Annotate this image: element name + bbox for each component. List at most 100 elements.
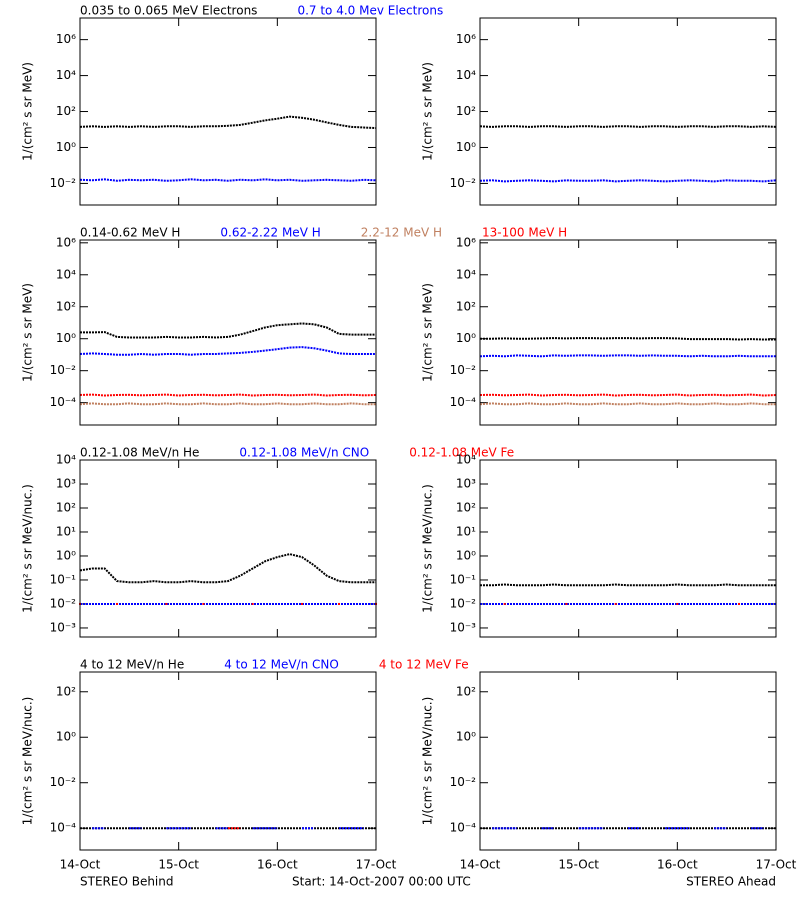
data-line: [79, 115, 377, 130]
plot-frame: [479, 459, 777, 638]
legend-entry: 4 to 12 MeV Fe: [379, 658, 469, 672]
plot-frame: [479, 239, 777, 426]
y-tick-label: 10⁻²: [450, 363, 477, 377]
y-axis-label: 1/(cm² s sr MeV/nuc.): [21, 484, 35, 613]
y-tick-label: 10⁻²: [50, 596, 77, 610]
y-tick-label: 10⁴: [456, 267, 476, 281]
legend-entry: 0.14-0.62 MeV H: [80, 226, 180, 240]
y-tick-label: 10²: [56, 104, 76, 118]
data-point: [202, 602, 205, 605]
data-point: [251, 602, 254, 605]
y-tick-label: 10⁻³: [450, 620, 477, 634]
y-tick-label: 10⁻⁴: [50, 821, 77, 835]
legend-entry: 4 to 12 MeV/n CNO: [224, 658, 339, 672]
x-tick-label: 17-Oct: [756, 858, 797, 872]
data-point: [165, 602, 168, 605]
legend-entry: 0.12-1.08 MeV/n CNO: [239, 446, 369, 460]
y-tick-label: 10²: [456, 500, 476, 514]
plot-frame: [79, 459, 377, 638]
y-tick-label: 10²: [456, 684, 476, 698]
y-axis-label: 1/(cm² s sr MeV): [421, 283, 435, 382]
y-tick-label: 10⁴: [456, 68, 476, 82]
legend-entry: 0.035 to 0.065 MeV Electrons: [80, 4, 257, 18]
data-line: [79, 393, 377, 397]
data-line: [480, 337, 776, 341]
y-tick-label: 10²: [56, 684, 76, 698]
data-line: [479, 354, 776, 358]
y-tick-label: 10³: [456, 476, 476, 490]
y-tick-label: 10⁻²: [50, 176, 77, 190]
plot-frame: [479, 671, 777, 851]
footer-center: Start: 14-Oct-2007 00:00 UTC: [292, 875, 471, 889]
y-axis-label: 1/(cm² s sr MeV): [21, 283, 35, 382]
x-tick-label: 16-Oct: [657, 858, 698, 872]
y-tick-label: 10⁻²: [50, 363, 77, 377]
y-tick-label: 10⁰: [56, 331, 76, 345]
y-tick-label: 10⁻¹: [450, 572, 477, 586]
data-line: [79, 178, 377, 182]
y-tick-label: 10⁻⁴: [450, 395, 477, 409]
data-line: [79, 553, 376, 584]
data-point: [301, 602, 303, 605]
y-tick-label: 10⁴: [456, 453, 476, 467]
y-tick-label: 10²: [456, 299, 476, 313]
data-line: [79, 346, 376, 356]
y-tick-label: 10²: [456, 104, 476, 118]
data-line: [480, 583, 776, 587]
data-line: [479, 125, 777, 128]
data-line: [80, 322, 376, 339]
x-tick-label: 14-Oct: [60, 858, 101, 872]
y-axis-label: 1/(cm² s sr MeV): [21, 62, 35, 161]
y-axis-label: 1/(cm² s sr MeV/nuc.): [421, 484, 435, 613]
y-tick-label: 10⁶: [56, 32, 76, 46]
legend-entry: 0.62-2.22 MeV H: [220, 226, 320, 240]
y-tick-label: 10⁰: [456, 140, 476, 154]
data-point: [614, 602, 617, 605]
data-point: [503, 602, 506, 605]
y-tick-label: 10⁶: [456, 32, 476, 46]
y-tick-label: 10⁴: [56, 267, 76, 281]
y-tick-label: 10⁴: [56, 68, 76, 82]
data-point: [676, 602, 679, 605]
y-tick-label: 10⁶: [56, 235, 76, 249]
y-tick-label: 10⁰: [456, 730, 476, 744]
plot-frame: [79, 239, 377, 426]
data-line: [79, 402, 376, 406]
y-tick-label: 10⁴: [56, 453, 76, 467]
legend-entry: 13-100 MeV H: [482, 226, 567, 240]
y-tick-label: 10³: [56, 476, 76, 490]
y-tick-label: 10⁻²: [50, 775, 77, 789]
y-tick-label: 10⁻³: [50, 620, 77, 634]
y-tick-label: 10²: [56, 500, 76, 514]
y-tick-label: 10⁰: [56, 140, 76, 154]
data-point: [116, 602, 118, 605]
data-point: [338, 602, 340, 605]
legend-entry: 0.12-1.08 MeV/n He: [80, 446, 199, 460]
y-axis-label: 1/(cm² s sr MeV/nuc.): [421, 697, 435, 826]
data-point: [738, 602, 740, 605]
legend-entry: 2.2-12 MeV H: [361, 226, 442, 240]
y-tick-label: 10⁻⁴: [450, 821, 477, 835]
y-tick-label: 10⁻²: [450, 775, 477, 789]
plot-frame: [79, 671, 377, 851]
x-tick-label: 17-Oct: [356, 858, 397, 872]
data-line: [479, 179, 777, 183]
y-tick-label: 10⁻²: [450, 596, 477, 610]
y-tick-label: 10⁻¹: [50, 572, 77, 586]
footer-right: STEREO Ahead: [686, 875, 776, 889]
x-tick-label: 15-Oct: [558, 858, 599, 872]
legend-entry: 0.7 to 4.0 Mev Electrons: [297, 4, 443, 18]
y-axis-label: 1/(cm² s sr MeV): [421, 62, 435, 161]
y-tick-label: 10¹: [56, 524, 76, 538]
data-line: [479, 393, 777, 397]
y-tick-label: 10⁻²: [450, 176, 477, 190]
y-tick-label: 10⁰: [56, 730, 76, 744]
y-tick-label: 10⁰: [56, 548, 76, 562]
plot-frame: [79, 17, 377, 206]
data-line: [479, 402, 776, 406]
x-tick-label: 15-Oct: [158, 858, 199, 872]
y-tick-label: 10⁰: [456, 331, 476, 345]
plot-frame: [479, 17, 777, 206]
legend-entry: 4 to 12 MeV/n He: [80, 658, 184, 672]
